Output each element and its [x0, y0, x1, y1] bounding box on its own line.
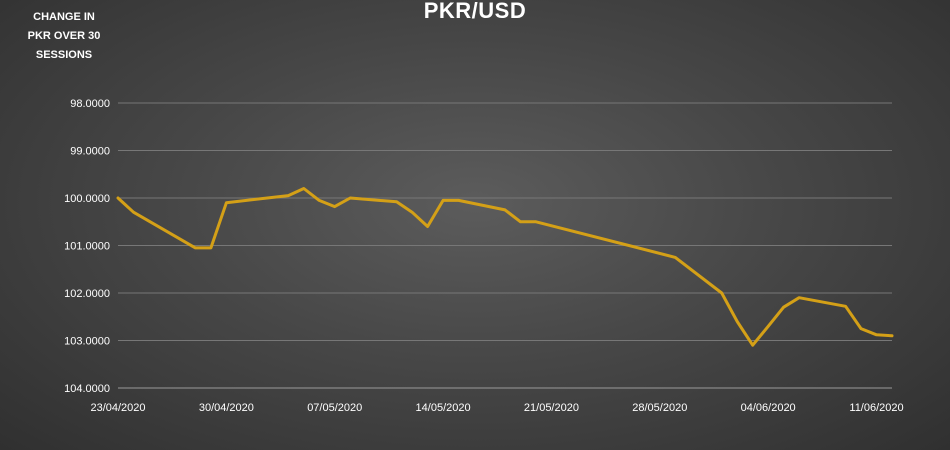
y-axis-label: CHANGE IN PKR OVER 30 SESSIONS — [27, 11, 101, 61]
y-tick-label: 101.0000 — [64, 241, 110, 253]
x-tick-label: 14/05/2020 — [416, 402, 471, 414]
x-tick-label: 23/04/2020 — [90, 402, 145, 414]
y-tick-label: 103.0000 — [64, 336, 110, 348]
y-tick-label: 99.0000 — [70, 146, 110, 158]
x-tick-label: 07/05/2020 — [307, 402, 362, 414]
x-tick-label: 11/06/2020 — [849, 402, 903, 414]
x-tick-label: 21/05/2020 — [524, 402, 579, 414]
series-line — [116, 187, 894, 347]
x-tick-label: 30/04/2020 — [199, 402, 254, 414]
x-tick-label: 04/06/2020 — [741, 402, 796, 414]
chart-title: PKR/USD — [423, 0, 527, 23]
y-tick-label: 102.0000 — [64, 288, 110, 300]
x-tick-label: 28/05/2020 — [632, 402, 687, 414]
y-tick-label: 100.0000 — [64, 193, 110, 205]
y-tick-label: 104.0000 — [64, 383, 110, 395]
y-tick-label: 98.0000 — [70, 98, 110, 110]
